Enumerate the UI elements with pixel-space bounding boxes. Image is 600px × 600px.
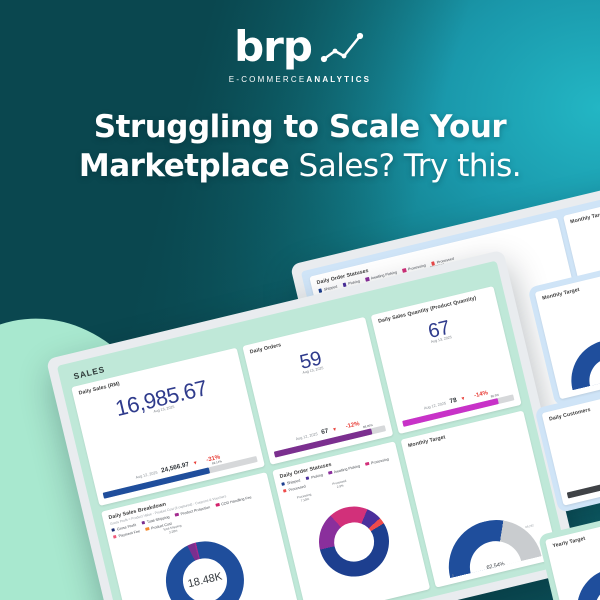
legend-label: Picking	[310, 472, 324, 480]
card-daily-sales-quantity[interactable]: Daily Sales Quantity (Product Quantity) …	[370, 285, 522, 434]
gauge-monthly-target-front: 0 69,292 62.54%	[403, 421, 558, 588]
logo-tagline-part1: E-COMMERCE	[228, 75, 307, 84]
line-chart-icon	[320, 32, 364, 63]
legend-label: Awaiting Picking	[333, 463, 361, 475]
gauge-max-label: 69,292	[524, 522, 535, 529]
headline-line-1: Struggling to Scale Your	[93, 109, 507, 145]
legend-item: Picking	[305, 472, 324, 481]
legend-swatch-icon	[141, 520, 146, 525]
callout-value: 3.28%	[168, 528, 178, 534]
gauge-ring	[569, 559, 600, 600]
card-daily-orders[interactable]: Daily Orders 59 Aug 13, 2025 Aug 12, 202…	[242, 316, 394, 465]
legend-swatch-icon	[328, 470, 333, 475]
legend-swatch-icon	[174, 512, 180, 517]
logo-tagline: E-COMMERCEANALYTICS	[229, 75, 371, 84]
legend-swatch-icon	[111, 528, 116, 533]
legend-swatch-icon	[281, 482, 286, 487]
targets-column: Monthly Target 0 69,292 62.54%	[400, 410, 559, 588]
headline-line-2-rest: Sales? Try this.	[289, 147, 522, 184]
logo-row: brp	[234, 26, 366, 68]
donut-callout-processed: Processed 2.9%	[332, 479, 348, 490]
legend-label: Processing	[370, 456, 390, 466]
legend-swatch-icon	[365, 461, 370, 467]
legend-item: Processing	[365, 456, 390, 467]
gauge: 62.54%	[563, 331, 600, 391]
donut-chart	[311, 499, 397, 585]
gauge: 0 69,292 62.54%	[439, 510, 542, 579]
gauge	[569, 559, 600, 600]
callout-value: 7.10%	[300, 496, 310, 503]
legend-label: Shipped	[286, 478, 301, 486]
card-monthly-target-front[interactable]: Monthly Target 0 69,292 62.54%	[400, 410, 559, 588]
logo-tagline-part2: ANALYTICS	[306, 75, 372, 84]
compare-date: Aug 12, 2025	[565, 460, 600, 489]
legend-swatch-icon	[215, 503, 220, 508]
legend-swatch-icon	[305, 476, 310, 481]
logo-wordmark: brp	[234, 22, 313, 71]
brand-logo: brp E-COMMERCEANALYTICS	[0, 26, 600, 85]
progress-label: 85.9%	[490, 392, 500, 399]
headline-line-2: Marketplace Sales? Try this.	[0, 147, 600, 185]
donut-callout-total-shipping: Total Shipping 3.28%	[163, 523, 183, 536]
callout-value: 2.9%	[336, 483, 344, 489]
donut-callout-processing: Processing 7.10%	[296, 492, 313, 504]
headline: Struggling to Scale Your Marketplace Sal…	[0, 109, 600, 185]
progress-label: 69.14%	[211, 458, 223, 466]
headline-emphasis: Marketplace	[78, 147, 290, 184]
